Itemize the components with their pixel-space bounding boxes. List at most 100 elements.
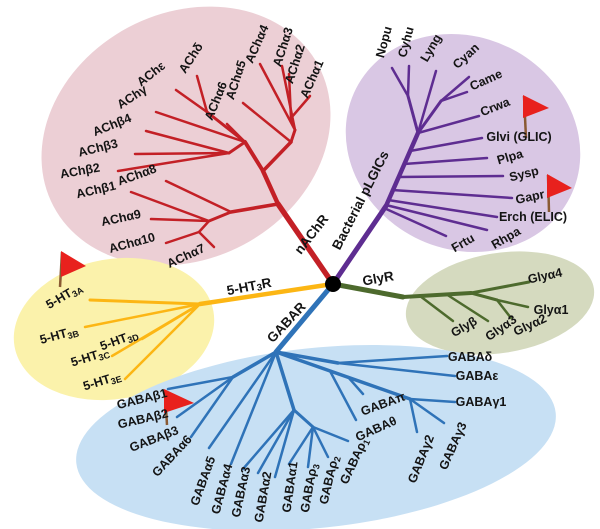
cluster-gaba-ellipse bbox=[76, 345, 556, 529]
branch-nachr bbox=[116, 151, 231, 173]
branch-gaba bbox=[306, 425, 315, 469]
branch-gaba bbox=[311, 425, 350, 443]
branch-nachr bbox=[164, 230, 201, 245]
branch-serotonin bbox=[123, 302, 202, 381]
family-label-glycine: GlyR bbox=[361, 268, 395, 288]
leaf-label: Glyα1 bbox=[534, 303, 569, 317]
branch-gaba bbox=[274, 350, 412, 401]
branch-gaba bbox=[311, 425, 330, 459]
branch-bacterial bbox=[390, 188, 514, 200]
branch-gaba bbox=[292, 408, 315, 429]
branch-nachr bbox=[129, 190, 211, 223]
branch-bacterial bbox=[416, 69, 438, 135]
branch-nachr bbox=[258, 62, 297, 132]
branch-gaba bbox=[408, 397, 457, 404]
branch-nachr bbox=[164, 179, 233, 214]
branch-gaba bbox=[229, 350, 278, 466]
branch-gaba bbox=[273, 408, 296, 479]
leaf-label: Erch (ELIC) bbox=[499, 210, 567, 224]
branch-gaba bbox=[189, 375, 235, 439]
leaf-label: Glvi (GLIC) bbox=[486, 130, 551, 144]
branch-gaba bbox=[241, 408, 296, 471]
branch-glycine bbox=[469, 291, 499, 302]
branch-glycine bbox=[495, 298, 530, 309]
red-flag-marker bbox=[164, 389, 194, 413]
branch-gaba bbox=[166, 375, 235, 391]
cluster-serotonin-ellipse bbox=[13, 257, 215, 401]
leaf-label: AChβ2 bbox=[59, 161, 101, 182]
branch-bacterial bbox=[416, 99, 443, 135]
branch-gaba bbox=[336, 361, 457, 378]
red-flag-marker bbox=[547, 174, 572, 198]
branch-nachr bbox=[174, 88, 209, 114]
leaf-label: GABAγ1 bbox=[456, 395, 507, 409]
branch-bacterial bbox=[384, 203, 489, 232]
branch-nachr bbox=[261, 140, 293, 173]
branch-serotonin bbox=[88, 298, 202, 306]
branch-nachr bbox=[195, 74, 209, 114]
branch-nachr bbox=[241, 101, 293, 144]
leaf-label: GABAε bbox=[456, 369, 499, 383]
branch-glycine bbox=[418, 294, 455, 323]
branch-glycine bbox=[330, 281, 406, 300]
branch-bacterial bbox=[382, 206, 448, 238]
branch-serotonin bbox=[110, 302, 202, 358]
branch-bacterial bbox=[386, 198, 499, 219]
branch-bacterial bbox=[439, 75, 471, 103]
branch-bacterial bbox=[416, 114, 481, 135]
branch-nachr bbox=[243, 140, 265, 173]
branch-bacterial bbox=[383, 130, 421, 209]
branch-gaba bbox=[287, 425, 315, 466]
branch-bacterial bbox=[406, 94, 420, 135]
branch-serotonin bbox=[83, 302, 202, 329]
branch-nachr bbox=[225, 122, 247, 144]
branch-gaba bbox=[256, 408, 296, 475]
red-flag-marker bbox=[61, 251, 86, 277]
branch-nachr bbox=[149, 217, 211, 223]
branch-gaba bbox=[408, 397, 446, 425]
branch-bacterial bbox=[439, 90, 469, 103]
branch-gaba bbox=[207, 350, 278, 450]
branch-nachr bbox=[280, 64, 297, 132]
branch-bacterial bbox=[390, 66, 410, 98]
root-node-dot bbox=[325, 276, 341, 292]
branch-glycine bbox=[495, 298, 513, 320]
cluster-nachr-ellipse bbox=[41, 6, 331, 266]
branch-serotonin bbox=[197, 281, 336, 307]
branch-glycine bbox=[401, 291, 473, 299]
red-flag-marker bbox=[523, 95, 549, 118]
family-label-serotonin: 5-HT3R bbox=[225, 274, 273, 299]
branch-gaba bbox=[346, 375, 365, 396]
branch-nachr bbox=[227, 140, 247, 155]
branch-nachr bbox=[207, 210, 233, 223]
branch-gaba bbox=[336, 354, 449, 365]
branch-nachr bbox=[229, 202, 280, 214]
branch-nachr bbox=[289, 94, 312, 120]
leaf-label: GABAδ bbox=[448, 350, 493, 364]
branch-nachr bbox=[289, 128, 297, 144]
branch-nachr bbox=[144, 129, 231, 155]
branch-glycine bbox=[469, 280, 531, 295]
branch-gaba bbox=[328, 369, 358, 422]
branch-nachr bbox=[287, 72, 293, 120]
branch-nachr bbox=[260, 168, 281, 207]
branch-bacterial bbox=[402, 156, 489, 166]
branch-gaba bbox=[273, 281, 336, 355]
branch-gaba bbox=[408, 397, 419, 434]
branch-gaba bbox=[175, 375, 235, 419]
branch-nachr bbox=[197, 230, 216, 249]
branch-gaba bbox=[274, 350, 296, 412]
branch-bacterial bbox=[396, 174, 505, 179]
leaf-label: Gapr bbox=[514, 187, 546, 207]
branch-bacterial bbox=[330, 203, 389, 287]
branch-glycine bbox=[444, 292, 490, 323]
branch-bacterial bbox=[406, 64, 411, 98]
branch-gaba bbox=[231, 350, 278, 379]
branch-bacterial bbox=[408, 136, 484, 153]
branch-nachr bbox=[154, 110, 247, 144]
branch-nachr bbox=[197, 219, 211, 234]
branch-nachr bbox=[133, 151, 231, 156]
branch-nachr bbox=[275, 201, 336, 287]
